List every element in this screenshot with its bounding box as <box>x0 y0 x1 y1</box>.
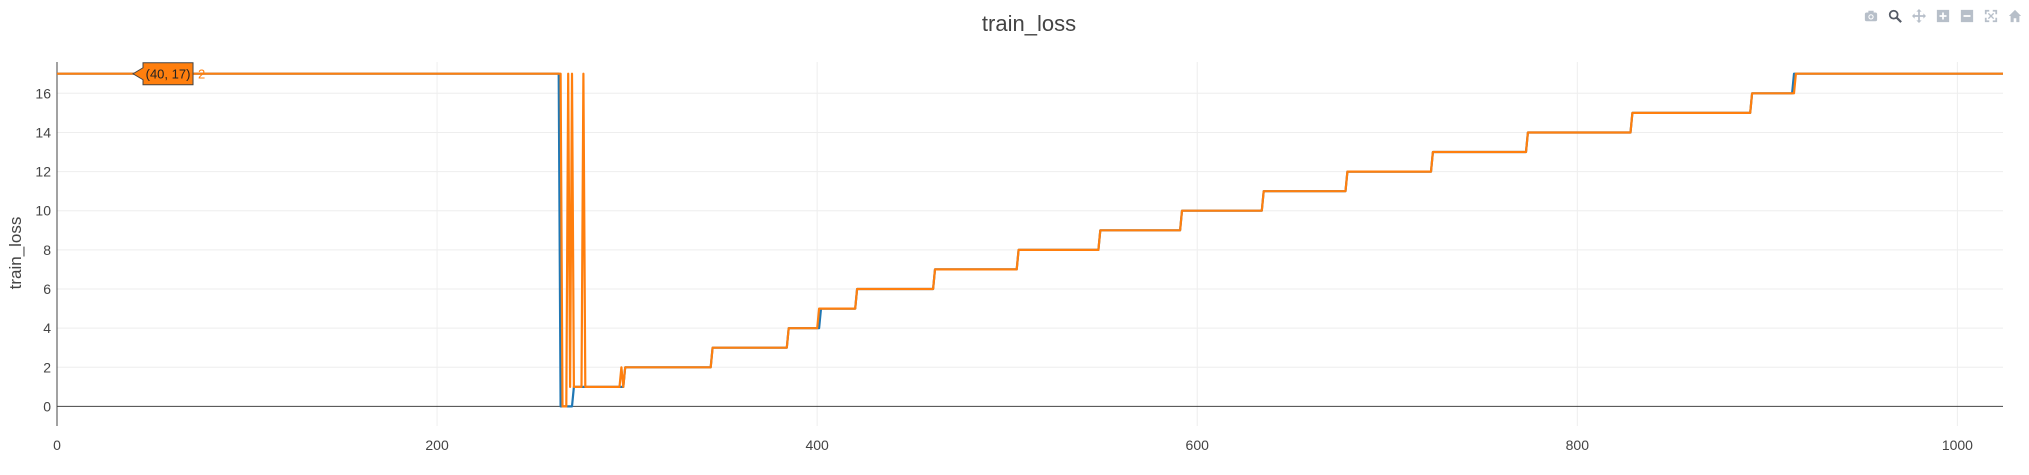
x-tick-label: 0 <box>53 437 61 453</box>
y-tick-label: 0 <box>43 398 51 414</box>
hover-label: (40, 17) 2 <box>132 62 205 86</box>
tick-labels: 0 200 400 600 800 1000 0 2 4 6 8 10 12 14 16 <box>35 85 1973 453</box>
y-tick-label: 8 <box>43 242 51 258</box>
autoscale-icon[interactable] <box>1981 6 2001 26</box>
home-icon[interactable] <box>2005 6 2025 26</box>
hover-label-text: (40, 17) <box>146 67 191 82</box>
x-tick-label: 800 <box>1566 437 1590 453</box>
y-tick-label: 6 <box>43 281 51 297</box>
hover-label-box <box>132 62 194 86</box>
y-tick-label: 14 <box>35 124 51 140</box>
x-tick-label: 200 <box>425 437 449 453</box>
plot-area[interactable] <box>57 72 2003 408</box>
y-tick-label: 12 <box>35 164 51 180</box>
modebar <box>1861 6 2025 26</box>
chart-title: train_loss <box>982 11 1076 36</box>
y-tick-label: 10 <box>35 203 51 219</box>
y-axis-label: train_loss <box>6 217 25 290</box>
pan-icon[interactable] <box>1909 6 1929 26</box>
zoom-out-icon[interactable] <box>1957 6 1977 26</box>
y-tick-label: 16 <box>35 85 51 101</box>
x-tick-label: 400 <box>805 437 829 453</box>
x-tick-label: 600 <box>1186 437 1210 453</box>
series-line-1[interactable] <box>57 72 2003 408</box>
axes <box>56 62 2003 426</box>
camera-icon[interactable] <box>1861 6 1881 26</box>
zoom-icon[interactable] <box>1885 6 1905 26</box>
x-tick-label: 1000 <box>1942 437 1973 453</box>
y-tick-label: 4 <box>43 320 51 336</box>
grid-lines <box>57 62 2003 426</box>
y-tick-label: 2 <box>43 359 51 375</box>
hover-label-trace: 2 <box>198 67 205 82</box>
series-line-2[interactable] <box>57 72 2003 408</box>
zoom-in-icon[interactable] <box>1933 6 1953 26</box>
